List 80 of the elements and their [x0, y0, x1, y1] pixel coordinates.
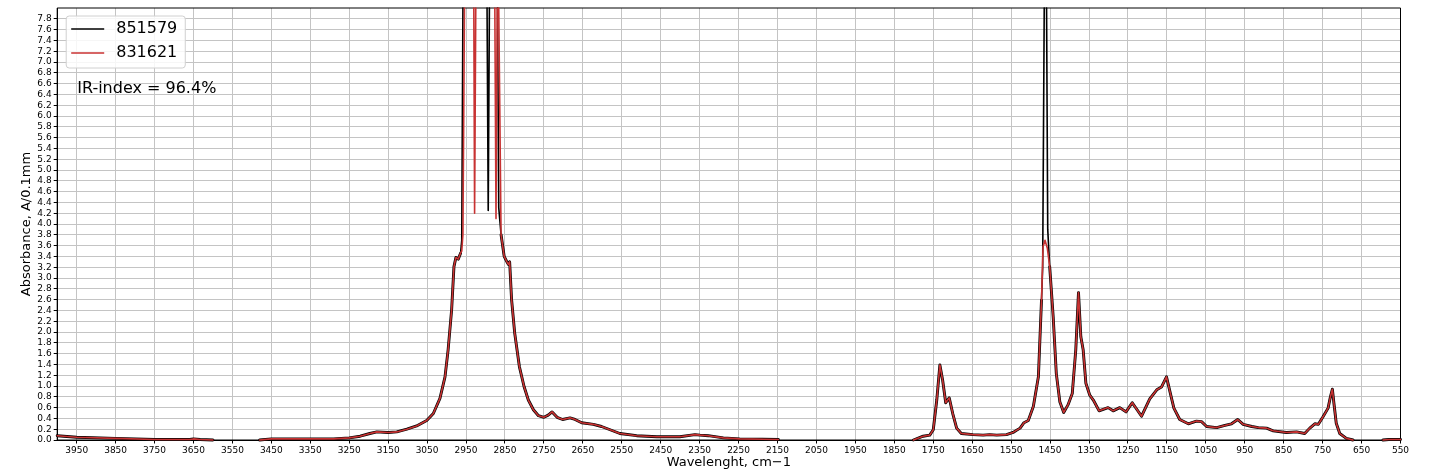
y-tick-label: 7.0 — [37, 56, 52, 67]
y-tick-label: 6.0 — [37, 110, 52, 121]
y-tick-label: 2.4 — [37, 304, 52, 315]
y-tick-label: 7.6 — [37, 23, 52, 34]
x-tick-label: 2550 — [610, 445, 634, 456]
y-tick-label: 0.4 — [37, 412, 52, 423]
x-tick-label: 3850 — [104, 445, 128, 456]
y-tick-label: 4.0 — [37, 218, 52, 229]
y-tick-label: 7.4 — [37, 34, 52, 45]
x-tick-label: 3150 — [376, 445, 400, 456]
x-tick-label: 2750 — [532, 445, 556, 456]
x-tick-label: 1650 — [960, 445, 984, 456]
x-tick-label: 1450 — [1038, 445, 1062, 456]
x-tick-label: 3550 — [220, 445, 245, 456]
x-tick-label: 2450 — [649, 445, 673, 456]
y-tick-label: 5.6 — [37, 131, 52, 142]
x-tick-label: 3350 — [298, 445, 323, 456]
y-tick-label: 3.2 — [37, 261, 52, 272]
x-tick-label: 2950 — [454, 445, 478, 456]
y-tick-label: 5.4 — [37, 142, 52, 153]
x-tick-label: 850 — [1275, 445, 1293, 456]
y-tick-label: 2.6 — [37, 293, 52, 304]
x-axis-title: Wavelenght, cm−1 — [666, 453, 792, 469]
x-tick-label: 950 — [1236, 445, 1254, 456]
x-tick-label: 1050 — [1194, 445, 1218, 456]
x-tick-label: 1550 — [999, 445, 1023, 456]
y-tick-label: 3.8 — [37, 229, 52, 240]
y-tick-label: 0.8 — [37, 391, 52, 402]
y-tick-label: 1.4 — [37, 358, 52, 369]
y-tick-label: 4.4 — [37, 196, 52, 207]
y-tick-label: 5.2 — [37, 153, 52, 164]
x-tick-label: 2350 — [688, 445, 712, 456]
x-tick-label: 3450 — [259, 445, 284, 456]
y-axis-title: Absorbance, A/0.1mm — [18, 151, 34, 297]
y-tick-label: 7.8 — [37, 13, 52, 24]
y-tick-label: 5.8 — [37, 121, 52, 132]
y-tick-label: 4.2 — [37, 207, 52, 218]
x-tick-label: 3750 — [143, 445, 167, 456]
y-tick-label: 6.6 — [37, 77, 52, 88]
annotation: IR-index = 96.4% — [77, 78, 217, 98]
x-tick-label: 1150 — [1155, 445, 1179, 456]
x-tick-label: 750 — [1314, 445, 1332, 456]
x-tick-label: 1250 — [1116, 445, 1140, 456]
y-tick-label: 0.0 — [37, 434, 52, 445]
x-tick-label: 1950 — [843, 445, 868, 456]
y-tick-label: 6.4 — [37, 88, 52, 99]
x-tick-label: 3650 — [182, 445, 206, 456]
y-tick-label: 7.2 — [37, 45, 52, 56]
y-tick-label: 3.0 — [37, 272, 52, 283]
x-tick-label: 550 — [1391, 445, 1410, 456]
y-tick-label: 6.8 — [37, 67, 52, 78]
x-tick-label: 3950 — [65, 445, 89, 456]
x-tick-label: 1750 — [921, 445, 945, 456]
x-tick-label: 2050 — [805, 445, 829, 456]
x-tick-label: 2850 — [493, 445, 517, 456]
x-tick-label: 2150 — [766, 445, 790, 456]
y-tick-label: 3.4 — [37, 250, 52, 261]
x-tick-label: 2250 — [727, 445, 751, 456]
y-tick-label: 3.6 — [37, 239, 52, 250]
y-tick-label: 2.0 — [37, 326, 52, 337]
y-tick-label: 0.6 — [37, 401, 52, 412]
y-tick-label: 4.8 — [37, 175, 52, 186]
y-tick-label: 4.6 — [37, 185, 52, 196]
y-tick-label: 2.2 — [37, 315, 52, 326]
y-tick-label: 1.2 — [37, 369, 52, 380]
y-tick-label: 1.6 — [37, 347, 52, 358]
y-tick-label: 1.8 — [37, 337, 52, 348]
y-tick-label: 5.0 — [37, 164, 52, 175]
x-tick-label: 3050 — [415, 445, 439, 456]
x-tick-label: 1850 — [882, 445, 907, 456]
x-tick-label: 650 — [1352, 445, 1371, 456]
legend-label: 851579 — [116, 18, 178, 38]
y-tick-label: 6.2 — [37, 99, 52, 110]
y-tick-label: 0.2 — [37, 423, 52, 434]
y-tick-label: 2.8 — [37, 283, 52, 294]
x-tick-label: 3250 — [337, 445, 361, 456]
y-tick-label: 1.0 — [37, 380, 52, 391]
legend-label: 831621 — [116, 42, 178, 62]
x-tick-label: 2650 — [571, 445, 595, 456]
x-tick-label: 1350 — [1077, 445, 1101, 456]
